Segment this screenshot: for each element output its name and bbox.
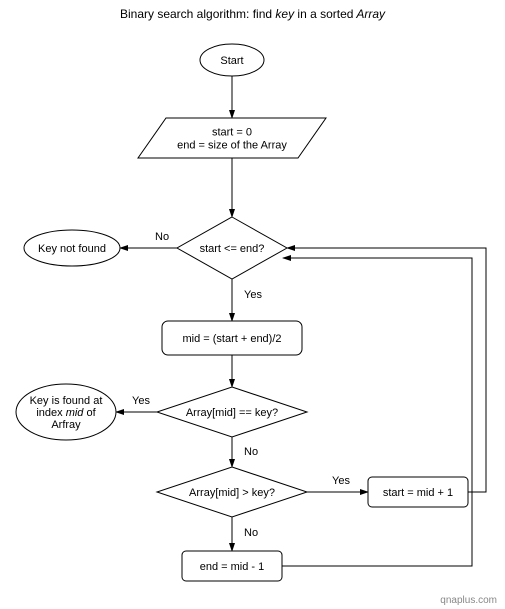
watermark: qnaplus.com bbox=[440, 595, 497, 606]
flowchart-canvas: Binary search algorithm: find key in a s… bbox=[0, 0, 505, 609]
node-cond3: Array[mid] > key? bbox=[157, 467, 307, 517]
edge-label: Yes bbox=[244, 289, 262, 301]
edge-label: Yes bbox=[132, 395, 150, 407]
svg-text:start <= end?: start <= end? bbox=[200, 243, 265, 255]
node-setend: end = mid - 1 bbox=[182, 551, 282, 581]
edge-label: Yes bbox=[332, 475, 350, 487]
edge-label: No bbox=[244, 446, 258, 458]
svg-text:Array[mid] > key?: Array[mid] > key? bbox=[189, 487, 275, 499]
node-init: start = 0end = size of the Array bbox=[138, 118, 326, 158]
node-notfound: Key not found bbox=[24, 230, 120, 266]
node-mid: mid = (start + end)/2 bbox=[162, 321, 302, 355]
node-found: Key is found atindex mid ofArfray bbox=[16, 384, 116, 440]
node-start: Start bbox=[200, 44, 264, 76]
svg-text:Array[mid] == key?: Array[mid] == key? bbox=[186, 407, 278, 419]
svg-text:mid = (start + end)/2: mid = (start + end)/2 bbox=[182, 333, 281, 345]
svg-text:end = size of the Array: end = size of the Array bbox=[177, 140, 287, 152]
svg-text:Start: Start bbox=[220, 55, 243, 67]
svg-text:Key is found at: Key is found at bbox=[30, 395, 103, 407]
diagram-title: Binary search algorithm: find key in a s… bbox=[120, 7, 386, 21]
edge-setstart-cond1 bbox=[287, 248, 486, 492]
edge-setend-cond1 bbox=[282, 258, 472, 566]
node-cond1: start <= end? bbox=[177, 217, 287, 279]
svg-text:end = mid - 1: end = mid - 1 bbox=[200, 561, 265, 573]
edge-label: No bbox=[244, 527, 258, 539]
svg-text:index mid of: index mid of bbox=[36, 407, 96, 419]
svg-text:start = mid + 1: start = mid + 1 bbox=[383, 487, 453, 499]
node-cond2: Array[mid] == key? bbox=[157, 387, 307, 437]
svg-text:start = 0: start = 0 bbox=[212, 127, 252, 139]
svg-text:Arfray: Arfray bbox=[51, 419, 81, 431]
svg-text:Key not found: Key not found bbox=[38, 243, 106, 255]
edge-label: No bbox=[155, 231, 169, 243]
node-setstart: start = mid + 1 bbox=[368, 477, 468, 507]
